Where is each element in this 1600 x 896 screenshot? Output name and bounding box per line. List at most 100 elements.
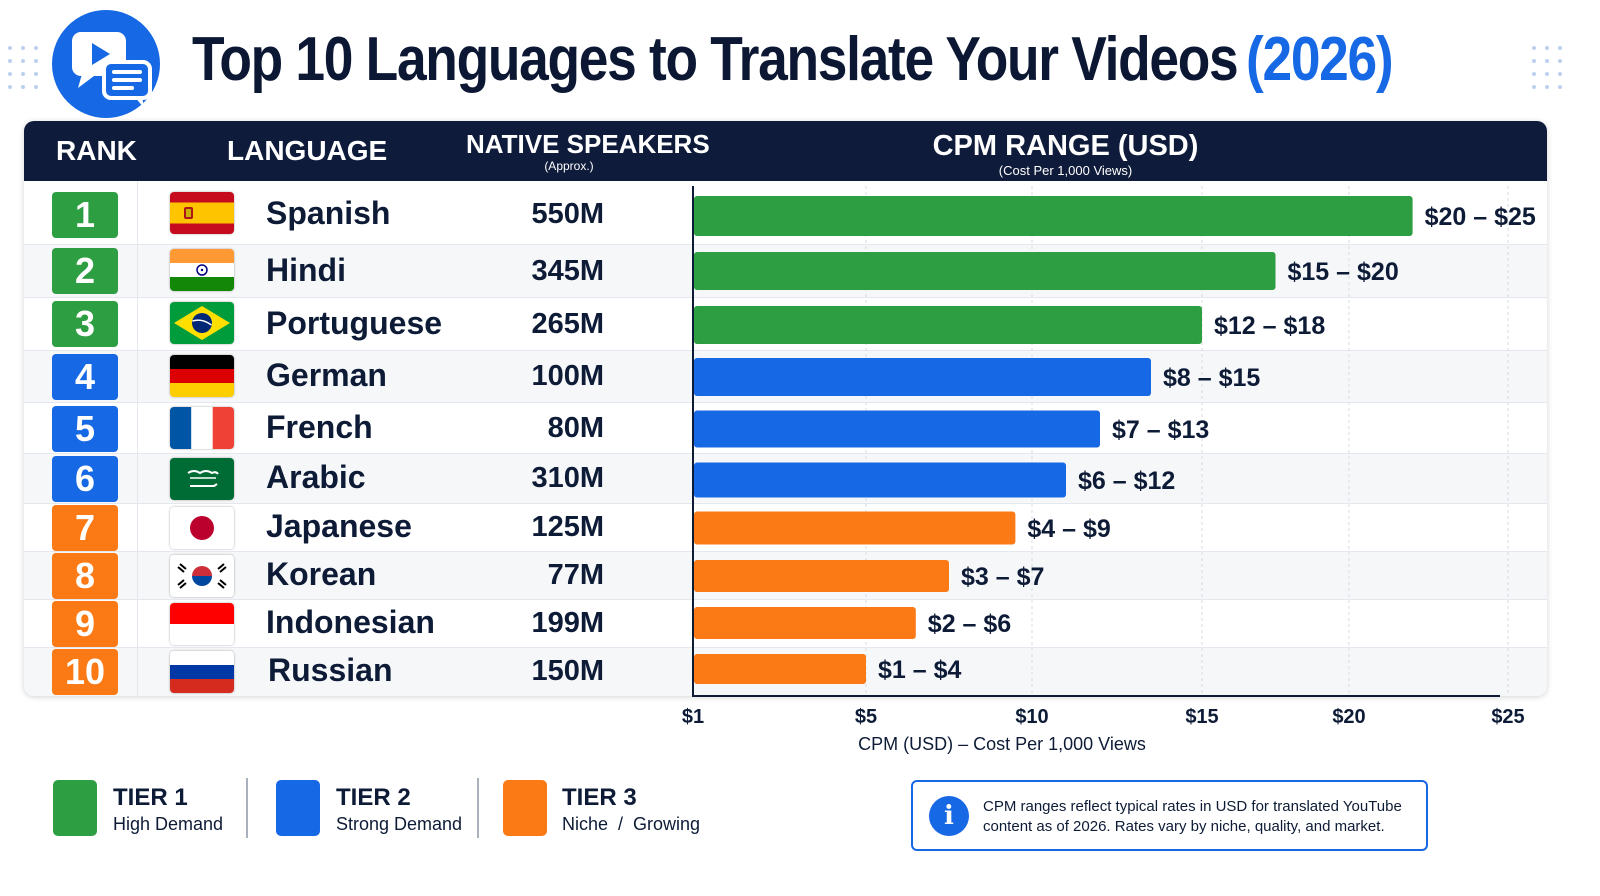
france-flag-icon: [170, 407, 234, 449]
indonesia-flag-icon: [170, 603, 234, 645]
header-native-speakers: NATIVE SPEAKERS: [466, 129, 710, 159]
title-main: Top 10 Languages to Translate Your Video…: [192, 25, 1239, 94]
legend-tier-desc: Strong Demand: [336, 814, 463, 834]
bar-value-label: $3 – $7: [961, 563, 1044, 591]
table-row: 7 Japanese 125M: [24, 504, 1547, 552]
table-row: 5 French 80M: [24, 403, 1547, 454]
language-name: Spanish: [266, 195, 391, 231]
bar-value-label: $8 – $15: [1163, 364, 1260, 392]
bar-value-label: $2 – $6: [928, 610, 1011, 638]
legend-swatch-tier-2: [276, 780, 320, 836]
x-tick-label: $25: [1491, 706, 1524, 728]
cpm-bar-chart: $20 – $25 $15 – $20 $12 – $18 $8 – $15 $7 – …: [682, 186, 1536, 728]
info-icon: i: [929, 796, 969, 836]
rank-badge: 2: [52, 248, 118, 294]
legend-tier-label: TIER 2: [336, 784, 411, 811]
native-speakers: 265M: [531, 308, 604, 340]
legend-swatch-tier-3: [503, 780, 547, 836]
bar-value-label: $7 – $13: [1112, 416, 1209, 444]
rank-column-divider: [137, 181, 138, 696]
saudi-arabia-flag-icon: [170, 458, 234, 500]
rank-badge: 5: [52, 406, 118, 452]
legend-tier-label: TIER 1: [113, 784, 188, 811]
legend-swatch-tier-1: [53, 780, 97, 836]
x-tick-label: $5: [855, 706, 877, 728]
spain-flag-icon: [170, 192, 234, 234]
russia-flag-icon: [170, 651, 234, 693]
cpm-bar: [694, 196, 1413, 236]
table-header: RANK LANGUAGE NATIVE SPEAKERS (Approx.) …: [24, 121, 1547, 181]
native-speakers: 125M: [531, 511, 604, 543]
x-tick-label: $15: [1185, 706, 1218, 728]
decorative-dots-right: [1532, 46, 1562, 89]
header-native-speakers-sub: (Approx.): [544, 159, 594, 173]
info-note: i CPM ranges reflect typical rates in US…: [911, 780, 1428, 851]
native-speakers: 150M: [531, 655, 604, 687]
language-name: Russian: [268, 652, 393, 688]
table-row: 3 Portuguese 265M: [24, 298, 1547, 351]
table-row: 1 Spanish 550M: [24, 181, 1547, 245]
native-speakers: 77M: [547, 559, 604, 591]
cpm-bar: [694, 252, 1276, 290]
native-speakers: 80M: [547, 412, 604, 444]
table-row: 9 Indonesian 199M: [24, 600, 1547, 648]
bar-value-label: $15 – $20: [1288, 258, 1399, 286]
x-tick-label: $10: [1015, 706, 1048, 728]
south-korea-flag-icon: [170, 555, 234, 597]
header-rank: RANK: [56, 135, 137, 166]
bar-value-label: $6 – $12: [1078, 467, 1175, 495]
language-name: Korean: [266, 556, 377, 592]
rank-badge: 4: [52, 354, 118, 400]
germany-flag-icon: [170, 355, 234, 397]
rank-badge: 9: [52, 601, 118, 647]
x-axis-title: CPM (USD) – Cost Per 1,000 Views: [858, 734, 1146, 754]
rank-badge: 10: [52, 649, 118, 695]
bar-value-label: $20 – $25: [1425, 203, 1536, 231]
native-speakers: 199M: [531, 607, 604, 639]
cpm-bar: [694, 511, 1016, 545]
legend-tier-label: TIER 3: [562, 784, 637, 811]
decorative-dots-left: [8, 46, 38, 89]
cpm-bar: [694, 654, 866, 684]
cpm-bar: [694, 358, 1151, 396]
japan-flag-icon: [170, 507, 234, 549]
cpm-bar: [694, 607, 916, 639]
cpm-bar: [694, 560, 949, 592]
legend-divider: [477, 778, 479, 838]
native-speakers: 310M: [531, 462, 604, 494]
note-text: CPM ranges reflect typical rates in USD …: [983, 798, 1402, 835]
cpm-bar: [694, 462, 1066, 498]
x-tick-label: $20: [1332, 706, 1365, 728]
brazil-flag-icon: [170, 302, 234, 344]
header-cpm-range-sub: (Cost Per 1,000 Views): [998, 163, 1133, 178]
x-tick-label: $1: [682, 706, 704, 728]
legend-tier-desc: High Demand: [113, 814, 224, 834]
header-language: LANGUAGE: [227, 135, 388, 166]
legend-tier-desc: Niche / Growing: [562, 814, 701, 834]
rank-badge: 6: [52, 456, 118, 502]
title-year: (2026): [1245, 25, 1394, 94]
language-name: German: [266, 357, 387, 393]
header-cpm-range: CPM RANGE (USD): [932, 130, 1199, 162]
rank-badge: 7: [52, 505, 118, 551]
rank-badge: 1: [52, 192, 118, 238]
language-name: Hindi: [266, 252, 346, 288]
cpm-bar: [694, 306, 1202, 344]
page-title: Top 10 Languages to Translate Your Video…: [192, 14, 1394, 106]
language-name: Arabic: [266, 459, 366, 495]
bar-value-label: $4 – $9: [1027, 515, 1110, 543]
native-speakers: 345M: [531, 255, 604, 287]
rank-badge: 8: [52, 553, 118, 599]
native-speakers: 550M: [531, 198, 604, 230]
language-name: Japanese: [266, 508, 412, 544]
rank-badge: 3: [52, 301, 118, 347]
native-speakers: 100M: [531, 360, 604, 392]
video-translate-logo-icon: [52, 10, 160, 118]
india-flag-icon: [170, 249, 234, 291]
bar-value-label: $12 – $18: [1214, 312, 1325, 340]
legend-divider: [246, 778, 248, 838]
language-name: Indonesian: [266, 604, 435, 640]
cpm-bar: [694, 410, 1100, 448]
language-name: French: [266, 409, 373, 445]
language-name: Portuguese: [266, 305, 443, 341]
